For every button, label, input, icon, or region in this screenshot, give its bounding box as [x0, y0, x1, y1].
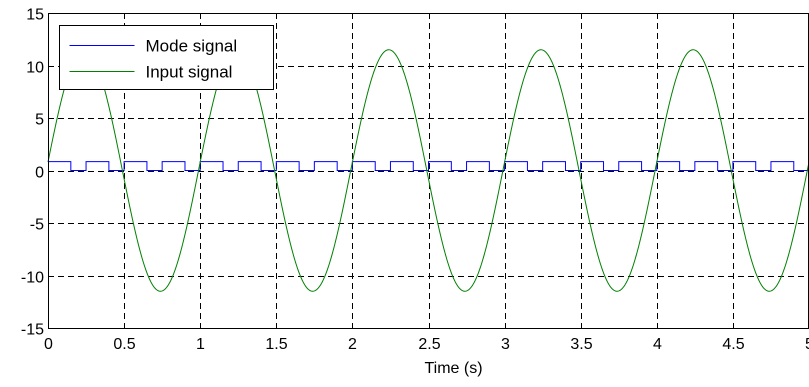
y-tick-label: 15	[26, 7, 44, 24]
y-axis-ticks: -15 -10 -5 0 5 10 15	[21, 7, 53, 339]
legend-label-mode-signal: Mode signal	[146, 37, 238, 56]
y-tick-label: -5	[30, 217, 44, 234]
x-tick-label: 2.5	[418, 336, 440, 353]
legend: Mode signal Input signal	[59, 25, 274, 90]
series-line-input-signal	[47, 49, 809, 292]
x-tick-label: 0	[44, 336, 53, 353]
y-tick-label: 0	[35, 165, 44, 182]
x-tick-label: 2	[348, 336, 357, 353]
legend-box	[59, 25, 274, 90]
series-line-mode-signal	[48, 161, 809, 171]
y-tick-label: -15	[21, 322, 44, 339]
x-tick-label: 0.5	[113, 336, 135, 353]
x-tick-label: 3.5	[570, 336, 592, 353]
x-tick-label: 4	[653, 336, 662, 353]
x-tick-label: 1	[196, 336, 205, 353]
chart-grid	[48, 13, 809, 328]
y-tick-label: 10	[26, 60, 44, 77]
legend-label-input-signal: Input signal	[146, 63, 233, 82]
x-tick-label: 3	[501, 336, 510, 353]
y-tick-label: 5	[35, 112, 44, 129]
plot-series	[47, 49, 809, 292]
x-axis-label: Time (s)	[424, 360, 482, 377]
y-tick-label: -10	[21, 270, 44, 287]
x-tick-label: 1.5	[265, 336, 287, 353]
x-axis-ticks: 0 0.5 1 1.5 2 2.5 3 3.5 4 4.5 5	[44, 323, 809, 353]
x-tick-label: 5	[805, 336, 809, 353]
x-tick-label: 4.5	[722, 336, 744, 353]
